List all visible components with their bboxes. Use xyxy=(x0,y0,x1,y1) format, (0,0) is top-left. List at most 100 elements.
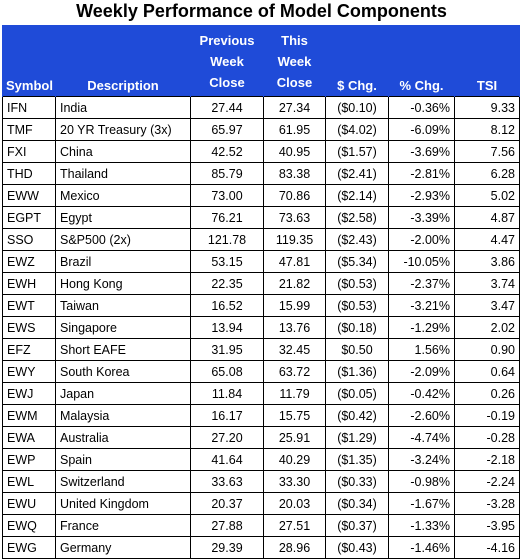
table-row: EWG Germany 29.39 28.96 ($0.43) -1.46% -4.16 xyxy=(2,536,520,559)
dollar-change-cell: $0.50 xyxy=(325,338,389,361)
header-this-line-3: Close xyxy=(276,75,313,90)
table-row: EWS Singapore 13.94 13.76 ($0.18) -1.29% 2.02 xyxy=(2,316,520,339)
percent-change-cell: -3.21% xyxy=(388,294,455,317)
symbol-cell: TMF xyxy=(2,118,56,141)
percent-change-cell: -2.37% xyxy=(388,272,455,295)
symbol-cell: THD xyxy=(2,162,56,185)
table-row: TMF 20 YR Treasury (3x) 65.97 61.95 ($4.02) -… xyxy=(2,118,520,141)
prev-close-cell: 85.79 xyxy=(190,162,264,185)
dollar-change-cell: ($0.53) xyxy=(325,272,389,295)
table-row: THD Thailand 85.79 83.38 ($2.41) -2.81% 6.28 xyxy=(2,162,520,185)
percent-change-cell: -1.29% xyxy=(388,316,455,339)
this-close-cell: 33.30 xyxy=(263,470,326,493)
table-row: EWL Switzerland 33.63 33.30 ($0.33) -0.98% -2.… xyxy=(2,470,520,493)
dollar-change-cell: ($1.57) xyxy=(325,140,389,163)
tsi-cell: 0.64 xyxy=(454,360,520,383)
this-close-cell: 21.82 xyxy=(263,272,326,295)
tsi-cell: -0.19 xyxy=(454,404,520,427)
table-row: EWW Mexico 73.00 70.86 ($2.14) -2.93% 5.02 xyxy=(2,184,520,207)
description-cell: France xyxy=(55,514,191,537)
tsi-cell: 8.12 xyxy=(454,118,520,141)
table-row: EWZ Brazil 53.15 47.81 ($5.34) -10.05% 3.86 xyxy=(2,250,520,273)
tsi-cell: -0.28 xyxy=(454,426,520,449)
tsi-cell: 4.47 xyxy=(454,228,520,251)
this-close-cell: 73.63 xyxy=(263,206,326,229)
symbol-cell: IFN xyxy=(2,96,56,119)
header-this-line-2: Week xyxy=(277,54,312,69)
prev-close-cell: 13.94 xyxy=(190,316,264,339)
description-cell: China xyxy=(55,140,191,163)
dollar-change-cell: ($1.36) xyxy=(325,360,389,383)
description-cell: Australia xyxy=(55,426,191,449)
this-close-cell: 40.29 xyxy=(263,448,326,471)
this-close-cell: 27.34 xyxy=(263,96,326,119)
header-previous-week-close: Previous Week Close xyxy=(190,25,264,97)
prev-close-cell: 11.84 xyxy=(190,382,264,405)
prev-close-cell: 20.37 xyxy=(190,492,264,515)
table-row: EWM Malaysia 16.17 15.75 ($0.42) -2.60% -0.19 xyxy=(2,404,520,427)
prev-close-cell: 76.21 xyxy=(190,206,264,229)
percent-change-cell: -2.81% xyxy=(388,162,455,185)
this-close-cell: 15.99 xyxy=(263,294,326,317)
symbol-cell: EWS xyxy=(2,316,56,339)
symbol-cell: EWY xyxy=(2,360,56,383)
this-close-cell: 28.96 xyxy=(263,536,326,559)
prev-close-cell: 42.52 xyxy=(190,140,264,163)
header-prev-line-1: Previous xyxy=(199,33,255,48)
table-row: EWP Spain 41.64 40.29 ($1.35) -3.24% -2.18 xyxy=(2,448,520,471)
this-close-cell: 11.79 xyxy=(263,382,326,405)
percent-change-cell: -0.36% xyxy=(388,96,455,119)
table-row: EFZ Short EAFE 31.95 32.45 $0.50 1.56% 0.90 xyxy=(2,338,520,361)
tsi-cell: 5.02 xyxy=(454,184,520,207)
dollar-change-cell: ($0.53) xyxy=(325,294,389,317)
table-row: EWT Taiwan 16.52 15.99 ($0.53) -3.21% 3.47 xyxy=(2,294,520,317)
tsi-cell: 3.74 xyxy=(454,272,520,295)
dollar-change-cell: ($1.29) xyxy=(325,426,389,449)
percent-change-cell: -1.46% xyxy=(388,536,455,559)
tsi-cell: -2.18 xyxy=(454,448,520,471)
this-close-cell: 32.45 xyxy=(263,338,326,361)
prev-close-cell: 65.97 xyxy=(190,118,264,141)
dollar-change-cell: ($0.42) xyxy=(325,404,389,427)
description-cell: Singapore xyxy=(55,316,191,339)
percent-change-cell: -2.60% xyxy=(388,404,455,427)
description-cell: India xyxy=(55,96,191,119)
performance-table: Symbol Description Previous Week Close T… xyxy=(2,25,520,559)
header-description: Description xyxy=(55,25,191,97)
this-close-cell: 27.51 xyxy=(263,514,326,537)
symbol-cell: EWJ xyxy=(2,382,56,405)
percent-change-cell: -3.39% xyxy=(388,206,455,229)
description-cell: Spain xyxy=(55,448,191,471)
this-close-cell: 20.03 xyxy=(263,492,326,515)
prev-close-cell: 29.39 xyxy=(190,536,264,559)
description-cell: Thailand xyxy=(55,162,191,185)
prev-close-cell: 27.44 xyxy=(190,96,264,119)
prev-close-cell: 27.20 xyxy=(190,426,264,449)
prev-close-cell: 65.08 xyxy=(190,360,264,383)
prev-close-cell: 22.35 xyxy=(190,272,264,295)
this-close-cell: 25.91 xyxy=(263,426,326,449)
percent-change-cell: -0.98% xyxy=(388,470,455,493)
dollar-change-cell: ($0.37) xyxy=(325,514,389,537)
tsi-cell: -3.28 xyxy=(454,492,520,515)
dollar-change-cell: ($4.02) xyxy=(325,118,389,141)
symbol-cell: EWP xyxy=(2,448,56,471)
prev-close-cell: 41.64 xyxy=(190,448,264,471)
prev-close-cell: 16.52 xyxy=(190,294,264,317)
dollar-change-cell: ($1.35) xyxy=(325,448,389,471)
description-cell: Malaysia xyxy=(55,404,191,427)
table-row: IFN India 27.44 27.34 ($0.10) -0.36% 9.33 xyxy=(2,96,520,119)
percent-change-cell: -2.09% xyxy=(388,360,455,383)
dollar-change-cell: ($0.10) xyxy=(325,96,389,119)
symbol-cell: EWZ xyxy=(2,250,56,273)
symbol-cell: EWM xyxy=(2,404,56,427)
symbol-cell: FXI xyxy=(2,140,56,163)
tsi-cell: 3.86 xyxy=(454,250,520,273)
symbol-cell: EWA xyxy=(2,426,56,449)
tsi-cell: 4.87 xyxy=(454,206,520,229)
dollar-change-cell: ($0.18) xyxy=(325,316,389,339)
this-close-cell: 63.72 xyxy=(263,360,326,383)
tsi-cell: 6.28 xyxy=(454,162,520,185)
table-title: Weekly Performance of Model Components xyxy=(76,1,447,21)
symbol-cell: EWT xyxy=(2,294,56,317)
